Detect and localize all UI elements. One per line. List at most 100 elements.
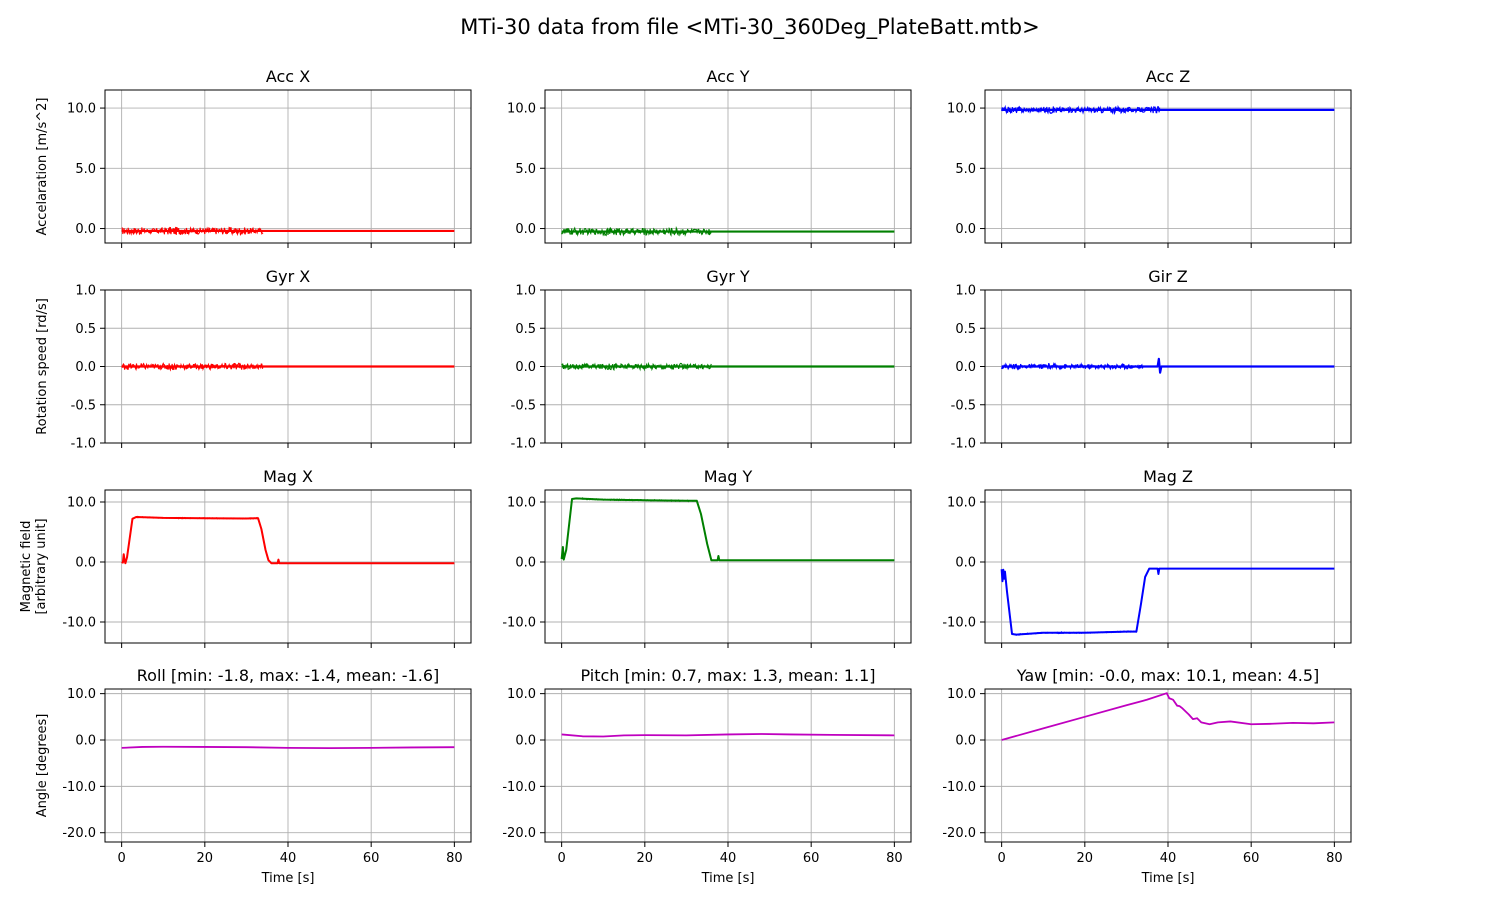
y-tick-label: -0.5 bbox=[511, 398, 536, 413]
y-axis-label: Accelaration [m/s^2] bbox=[35, 97, 50, 235]
x-axis-label: Time [s] bbox=[1141, 871, 1195, 886]
subplot-mag-z: -10.0 0.0 10.0 Mag Z bbox=[942, 467, 1352, 648]
series-line bbox=[560, 497, 895, 562]
subplot-title: Acc Z bbox=[1146, 67, 1190, 86]
subplot-gyr-z: -1.0 -0.5 0.0 0.5 1.0 Gir Z bbox=[951, 267, 1352, 452]
subplot-title: Mag Z bbox=[1143, 467, 1193, 486]
y-axis-label: Magnetic field[arbitrary unit] bbox=[19, 518, 49, 614]
y-tick-label: 0.0 bbox=[75, 222, 96, 237]
y-tick-label: 0.0 bbox=[515, 734, 536, 749]
subplot-title: Pitch [min: 0.7, max: 1.3, mean: 1.1] bbox=[580, 666, 875, 685]
y-tick-label: -10.0 bbox=[62, 780, 96, 795]
subplot-title: Mag X bbox=[263, 467, 313, 486]
subplot-yaw: 0 20 40 60 80 -20.0 -10.0 0.0 10.0 Yaw [min: -0.0… bbox=[942, 666, 1352, 886]
y-tick-label: 0.0 bbox=[955, 556, 976, 571]
y-tick-label: -20.0 bbox=[502, 826, 536, 841]
subplot-title: Roll [min: -1.8, max: -1.4, mean: -1.6] bbox=[137, 666, 439, 685]
y-tick-label: 0.0 bbox=[75, 734, 96, 749]
y-tick-label: 0.0 bbox=[75, 556, 96, 571]
subplot-title: Gyr X bbox=[266, 267, 311, 286]
x-tick-label: 0 bbox=[557, 851, 565, 866]
y-tick-label: 10.0 bbox=[947, 496, 976, 511]
x-tick-label: 80 bbox=[886, 851, 903, 866]
y-tick-label: 0.0 bbox=[515, 556, 536, 571]
x-tick-label: 40 bbox=[280, 851, 297, 866]
x-tick-label: 40 bbox=[1160, 851, 1177, 866]
y-tick-label: 0.0 bbox=[515, 360, 536, 375]
subplot-acc-z: 0.0 5.0 10.0 Acc Z bbox=[947, 67, 1352, 248]
x-tick-label: 60 bbox=[1243, 851, 1260, 866]
y-tick-label: 10.0 bbox=[67, 496, 96, 511]
y-tick-label: -10.0 bbox=[942, 780, 976, 795]
y-tick-label: 10.0 bbox=[947, 687, 976, 702]
y-tick-label: 0.0 bbox=[955, 222, 976, 237]
x-tick-label: 20 bbox=[637, 851, 654, 866]
y-tick-label: 1.0 bbox=[515, 284, 536, 299]
y-tick-label: 0.0 bbox=[955, 360, 976, 375]
y-tick-label: 0.5 bbox=[955, 322, 976, 337]
x-tick-label: 80 bbox=[1326, 851, 1343, 866]
subplot-title: Acc Y bbox=[706, 67, 749, 86]
figure-title: MTi-30 data from file <MTi-30_360Deg_Pla… bbox=[460, 15, 1039, 40]
x-tick-label: 80 bbox=[446, 851, 463, 866]
y-axis-label: Angle [degrees] bbox=[35, 714, 50, 818]
subplot-gyr-x: -1.0 -0.5 0.0 0.5 1.0 Gyr X Rotation speed [rd… bbox=[35, 267, 472, 452]
y-axis-label-line: Magnetic field bbox=[19, 521, 34, 613]
x-axis-label: Time [s] bbox=[261, 871, 315, 886]
y-tick-label: 0.0 bbox=[955, 734, 976, 749]
subplot-title: Mag Y bbox=[704, 467, 753, 486]
y-tick-label: 5.0 bbox=[515, 162, 536, 177]
series-line bbox=[1001, 357, 1335, 374]
y-tick-label: 10.0 bbox=[67, 102, 96, 117]
y-tick-label: 0.0 bbox=[515, 222, 536, 237]
y-tick-label: -10.0 bbox=[942, 616, 976, 631]
y-tick-label: -20.0 bbox=[62, 826, 96, 841]
y-tick-label: 0.0 bbox=[75, 360, 96, 375]
y-axis-label-line: Angle [degrees] bbox=[35, 714, 50, 818]
y-axis-label-line: Accelaration [m/s^2] bbox=[35, 97, 50, 235]
series-line bbox=[121, 745, 455, 750]
y-tick-label: -20.0 bbox=[942, 826, 976, 841]
y-tick-label: 5.0 bbox=[955, 162, 976, 177]
y-tick-label: 0.5 bbox=[75, 322, 96, 337]
y-tick-label: -10.0 bbox=[502, 780, 536, 795]
subplot-pitch: 0 20 40 60 80 -20.0 -10.0 0.0 10.0 Pitch [min: 0.… bbox=[502, 666, 912, 886]
y-tick-label: -10.0 bbox=[62, 616, 96, 631]
x-tick-label: 60 bbox=[363, 851, 380, 866]
x-tick-label: 20 bbox=[1077, 851, 1094, 866]
y-tick-label: -10.0 bbox=[502, 616, 536, 631]
y-tick-label: 10.0 bbox=[507, 102, 536, 117]
subplot-grid: 0.0 5.0 10.0 Acc X Accelaration [m/s^2] 0.0 5.… bbox=[19, 67, 1352, 886]
x-tick-label: 20 bbox=[197, 851, 214, 866]
subplot-mag-y: -10.0 0.0 10.0 Mag Y bbox=[502, 467, 912, 648]
y-tick-label: 10.0 bbox=[507, 687, 536, 702]
y-tick-label: -1.0 bbox=[511, 437, 536, 452]
x-tick-label: 40 bbox=[720, 851, 737, 866]
series-line bbox=[561, 733, 895, 738]
subplot-title: Acc X bbox=[266, 67, 310, 86]
y-tick-label: -0.5 bbox=[71, 398, 96, 413]
subplot-roll: 0 20 40 60 80 -20.0 -10.0 0.0 10.0 Roll [min: -1.… bbox=[35, 666, 472, 886]
y-axis-label-line: [arbitrary unit] bbox=[34, 518, 49, 614]
y-axis-label-line: Rotation speed [rd/s] bbox=[35, 298, 50, 435]
y-axis-label: Rotation speed [rd/s] bbox=[35, 298, 50, 435]
subplot-acc-y: 0.0 5.0 10.0 Acc Y bbox=[507, 67, 912, 248]
x-axis-label: Time [s] bbox=[701, 871, 755, 886]
y-tick-label: -1.0 bbox=[71, 437, 96, 452]
y-tick-label: -0.5 bbox=[951, 398, 976, 413]
y-tick-label: 10.0 bbox=[67, 687, 96, 702]
y-tick-label: -1.0 bbox=[951, 437, 976, 452]
y-tick-label: 1.0 bbox=[955, 284, 976, 299]
x-tick-label: 60 bbox=[803, 851, 820, 866]
y-tick-label: 0.5 bbox=[515, 322, 536, 337]
x-tick-label: 0 bbox=[117, 851, 125, 866]
subplot-gyr-y: -1.0 -0.5 0.0 0.5 1.0 Gyr Y bbox=[511, 267, 912, 452]
subplot-title: Gir Z bbox=[1148, 267, 1188, 286]
subplot-mag-x: -10.0 0.0 10.0 Mag X Magnetic field[arbitrar… bbox=[19, 467, 472, 648]
subplot-acc-x: 0.0 5.0 10.0 Acc X Accelaration [m/s^2] bbox=[35, 67, 472, 248]
subplot-title: Yaw [min: -0.0, max: 10.1, mean: 4.5] bbox=[1016, 666, 1320, 685]
series-line bbox=[1000, 567, 1335, 636]
y-tick-label: 5.0 bbox=[75, 162, 96, 177]
